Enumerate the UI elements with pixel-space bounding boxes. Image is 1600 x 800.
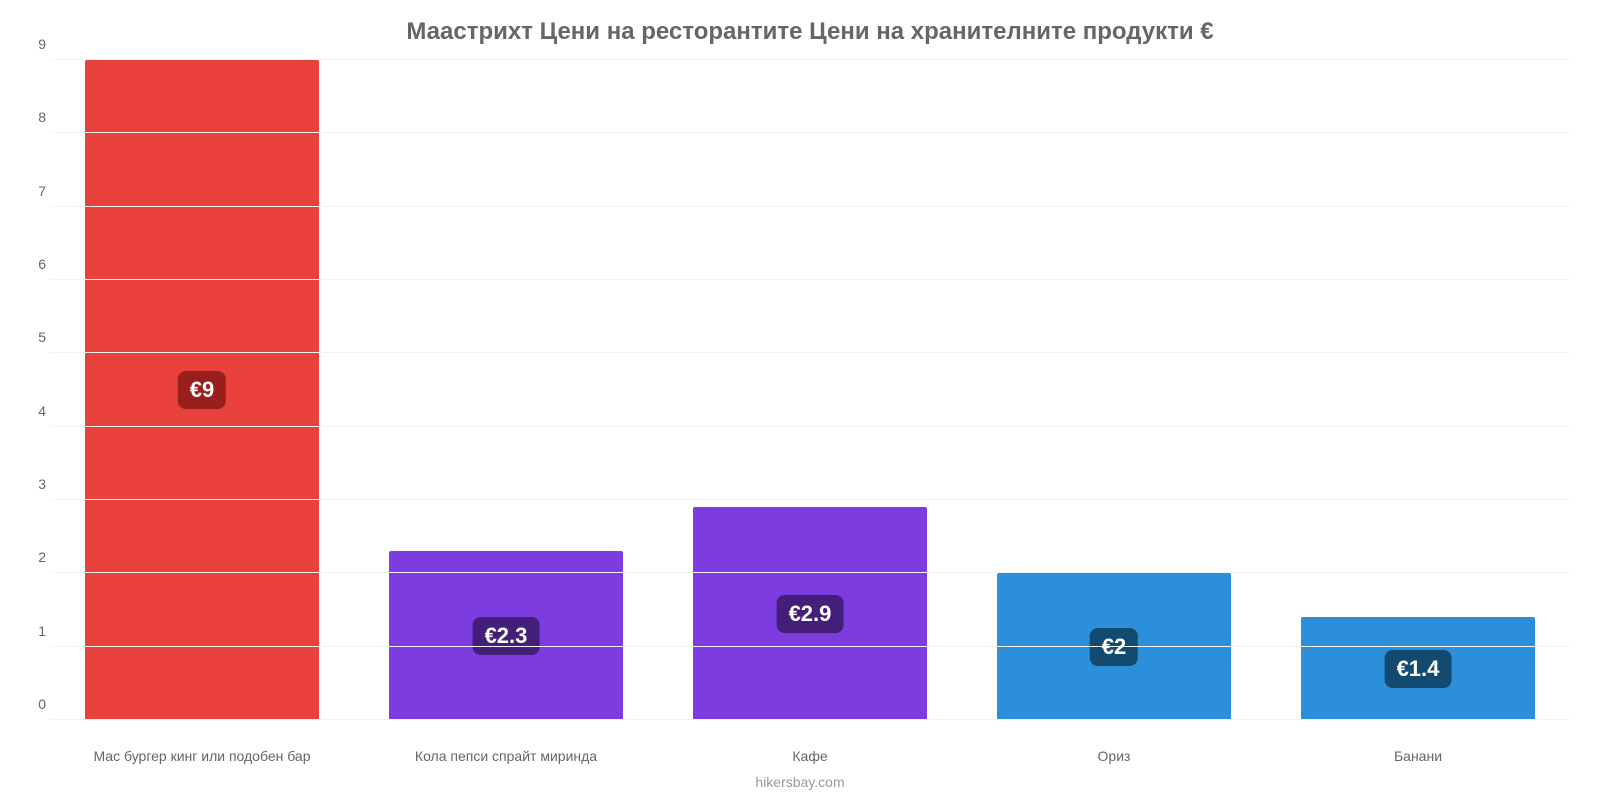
value-badge: €2.9 [777, 595, 844, 633]
grid-line [50, 132, 1570, 133]
bar: €1.4 [1301, 617, 1535, 720]
y-tick-label: 6 [22, 256, 46, 272]
y-tick-label: 7 [22, 183, 46, 199]
bar-slot: €2.3 [354, 60, 658, 720]
y-tick-label: 9 [22, 36, 46, 52]
value-badge: €2 [1090, 628, 1138, 666]
y-tick-label: 1 [22, 623, 46, 639]
grid-line [50, 646, 1570, 647]
x-axis-label: Мас бургер кинг или подобен бар [50, 748, 354, 764]
bars-container: €9 €2.3 €2.9 €2 €1.4 [50, 60, 1570, 720]
bar-slot: €9 [50, 60, 354, 720]
bar-slot: €2 [962, 60, 1266, 720]
chart-subtitle: hikersbay.com [0, 774, 1600, 790]
grid-line [50, 719, 1570, 720]
y-tick-label: 2 [22, 549, 46, 565]
x-axis-label: Кола пепси спрайт миринда [354, 748, 658, 764]
x-axis-label: Кафе [658, 748, 962, 764]
grid-line [50, 59, 1570, 60]
grid-line [50, 352, 1570, 353]
bar: €2.3 [389, 551, 623, 720]
price-bar-chart: Маастрихт Цени на ресторантите Цени на х… [0, 0, 1600, 800]
grid-line [50, 206, 1570, 207]
grid-line [50, 279, 1570, 280]
grid-line [50, 572, 1570, 573]
value-badge: €2.3 [473, 617, 540, 655]
y-tick-label: 3 [22, 476, 46, 492]
x-axis-labels: Мас бургер кинг или подобен барКола пепс… [50, 748, 1570, 764]
bar: €2.9 [693, 507, 927, 720]
y-tick-label: 8 [22, 109, 46, 125]
y-tick-label: 4 [22, 403, 46, 419]
y-tick-label: 5 [22, 329, 46, 345]
chart-title: Маастрихт Цени на ресторантите Цени на х… [50, 10, 1570, 60]
y-tick-label: 0 [22, 696, 46, 712]
plot-area: €9€2.3€2.9€2€1.4 0123456789 [50, 60, 1570, 720]
bar-slot: €1.4 [1266, 60, 1570, 720]
grid-line [50, 426, 1570, 427]
bar-slot: €2.9 [658, 60, 962, 720]
x-axis-label: Ориз [962, 748, 1266, 764]
bar: €9 [85, 60, 319, 720]
x-axis-label: Банани [1266, 748, 1570, 764]
bar: €2 [997, 573, 1231, 720]
value-badge: €9 [178, 371, 226, 409]
value-badge: €1.4 [1385, 650, 1452, 688]
grid-line [50, 499, 1570, 500]
